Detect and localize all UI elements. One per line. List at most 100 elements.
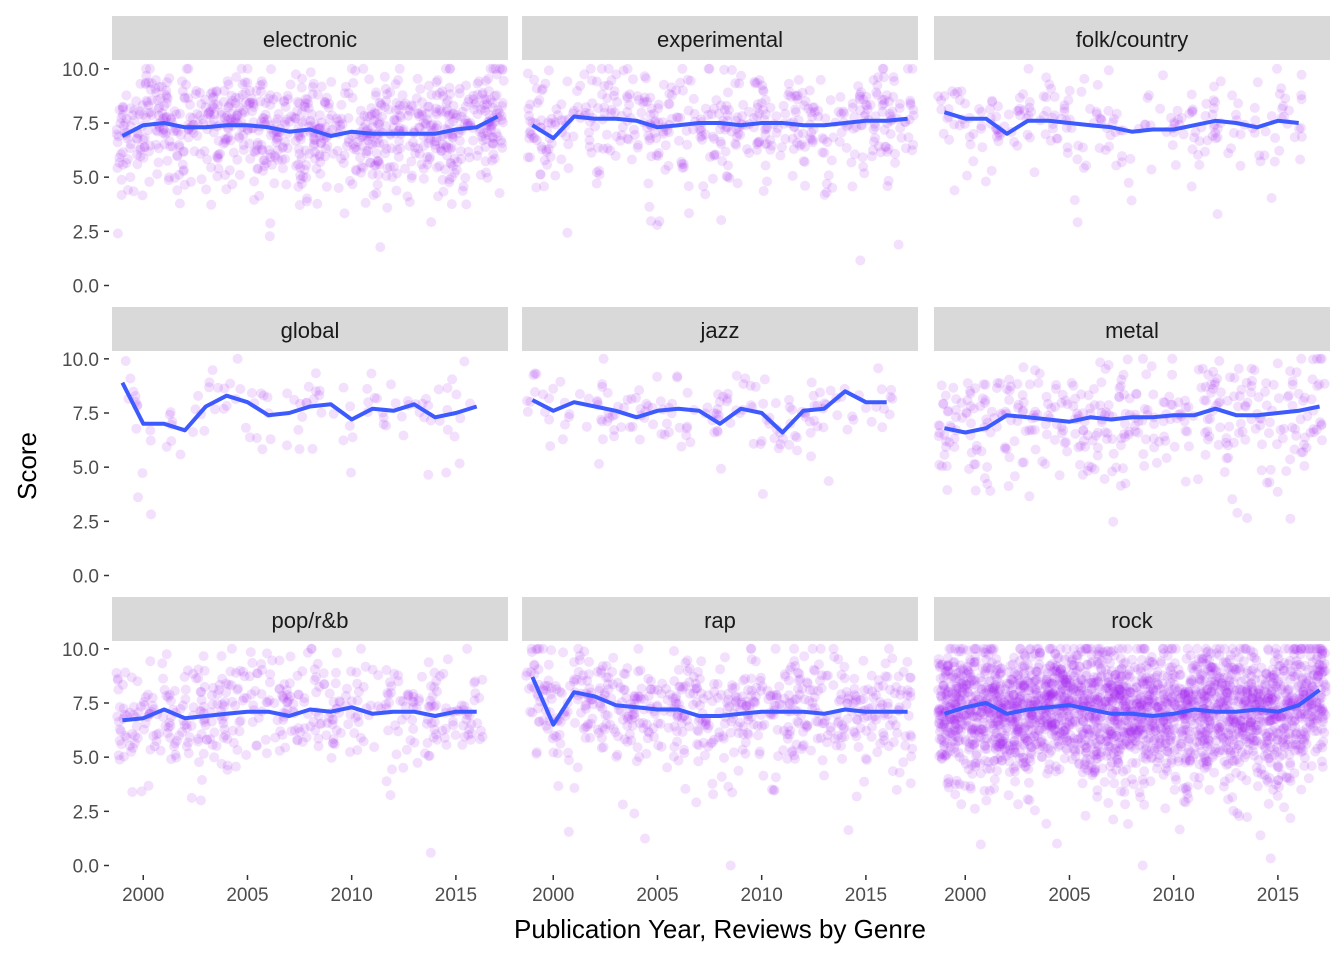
data-point <box>782 729 793 740</box>
data-point <box>944 134 955 145</box>
data-point <box>141 95 152 106</box>
data-point <box>1174 824 1185 835</box>
data-point <box>1316 353 1327 364</box>
data-point <box>564 409 575 420</box>
data-point <box>581 421 592 432</box>
data-point <box>807 102 818 113</box>
data-point <box>1054 470 1065 481</box>
data-point <box>1003 109 1014 120</box>
data-point <box>193 734 204 744</box>
data-point <box>491 128 502 139</box>
data-point <box>553 781 564 791</box>
data-point <box>263 93 274 104</box>
data-point <box>562 227 573 238</box>
data-point <box>248 101 259 112</box>
data-point <box>373 157 384 167</box>
data-point <box>423 657 434 668</box>
data-point <box>1095 113 1106 124</box>
data-point <box>194 87 205 98</box>
data-point <box>558 647 569 658</box>
data-point <box>1069 195 1080 206</box>
data-point <box>633 643 644 654</box>
data-point <box>383 104 394 115</box>
data-point <box>121 90 132 101</box>
data-point <box>393 676 404 687</box>
data-point <box>297 411 308 422</box>
data-point <box>1287 422 1298 433</box>
data-point <box>869 136 879 147</box>
facet-strip-label: metal <box>1105 318 1159 343</box>
data-point <box>364 74 375 85</box>
data-point <box>455 146 466 157</box>
data-point <box>715 136 726 147</box>
data-point <box>437 139 448 150</box>
data-point <box>264 145 274 156</box>
data-point <box>265 148 276 159</box>
data-point <box>431 103 441 114</box>
data-point <box>799 651 810 662</box>
data-point <box>440 723 451 734</box>
data-point <box>300 145 311 156</box>
data-point <box>374 159 385 170</box>
data-point <box>225 135 236 146</box>
scatter-points <box>933 643 1331 871</box>
data-point <box>793 74 804 85</box>
data-point <box>361 148 372 159</box>
data-point <box>230 98 241 109</box>
data-point <box>523 103 534 114</box>
data-point <box>1103 105 1114 116</box>
data-point <box>307 89 318 100</box>
data-point <box>121 158 132 169</box>
data-point <box>292 670 303 681</box>
data-point <box>444 174 455 185</box>
data-point <box>432 75 443 86</box>
data-point <box>488 149 499 160</box>
data-point <box>733 765 744 776</box>
data-point <box>685 75 696 86</box>
data-point <box>607 679 618 690</box>
data-point <box>813 111 824 122</box>
data-point <box>905 778 916 789</box>
data-point <box>1009 436 1020 447</box>
data-point <box>386 687 396 698</box>
data-point <box>381 776 392 787</box>
data-point <box>441 467 452 478</box>
data-point <box>412 73 423 84</box>
data-point <box>417 110 428 120</box>
data-point <box>1030 444 1041 455</box>
data-point <box>1082 430 1093 441</box>
data-point <box>327 714 338 725</box>
data-point <box>237 79 248 90</box>
data-point <box>1317 435 1327 446</box>
data-point <box>843 825 854 836</box>
data-point <box>546 645 557 656</box>
data-point <box>823 170 834 181</box>
data-point <box>206 162 216 173</box>
data-point <box>702 402 713 413</box>
data-point <box>999 443 1010 454</box>
data-point <box>626 154 637 165</box>
data-point <box>1033 378 1044 388</box>
data-point <box>750 656 761 667</box>
facet-panel: rock <box>933 597 1331 871</box>
data-point <box>146 78 157 89</box>
data-point <box>712 425 723 436</box>
data-point <box>1229 372 1240 383</box>
data-point <box>382 89 393 100</box>
data-point <box>608 652 619 663</box>
data-point <box>388 123 399 133</box>
data-point <box>783 78 794 89</box>
data-point <box>906 751 917 762</box>
data-point <box>180 694 191 705</box>
data-point <box>447 374 458 385</box>
data-point <box>569 783 580 793</box>
data-point <box>635 665 646 676</box>
data-point <box>660 140 671 151</box>
data-point <box>391 168 402 179</box>
data-point <box>1231 109 1241 120</box>
data-point <box>793 718 804 729</box>
data-point <box>703 63 714 74</box>
data-point <box>204 382 215 393</box>
data-point <box>223 79 234 90</box>
data-point <box>708 789 719 800</box>
